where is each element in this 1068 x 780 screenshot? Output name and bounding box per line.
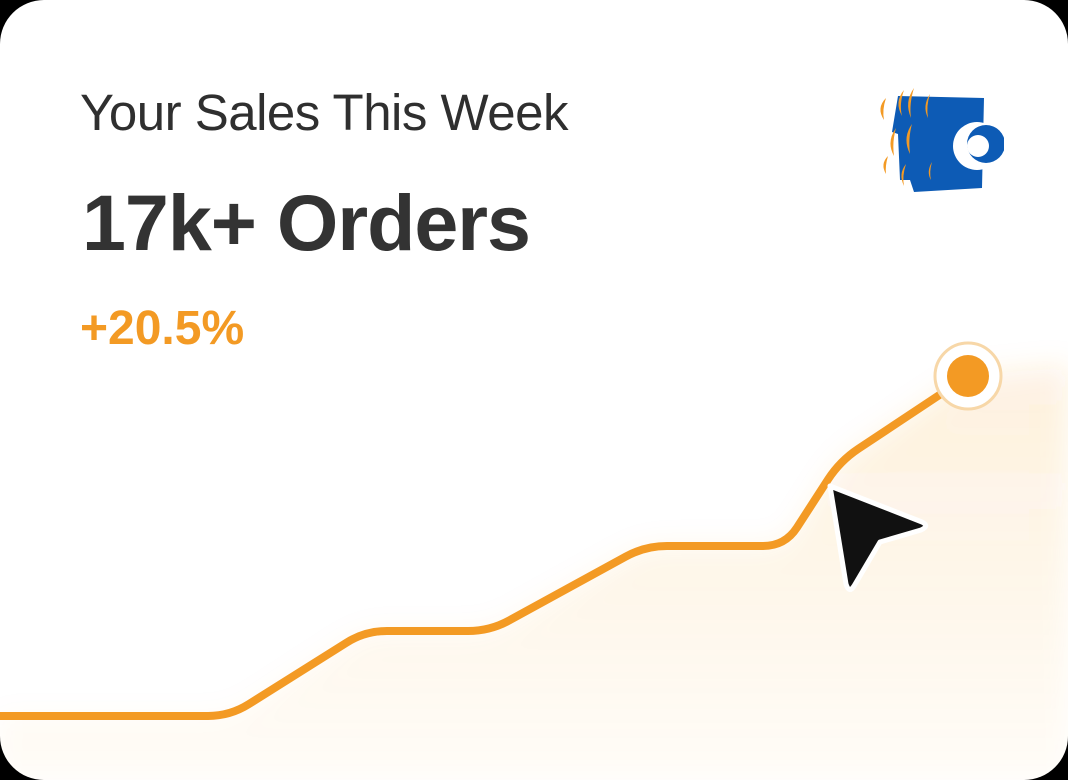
chart-endpoint-layer [933, 341, 1003, 411]
orders-count: 17k+ Orders [82, 178, 531, 267]
logo-blue-shape [892, 96, 984, 192]
chart-area-fill [0, 366, 1068, 780]
logo-crescents [880, 88, 932, 186]
crescent-moons-logo-icon [880, 88, 1004, 192]
chart-line-layer [0, 372, 972, 720]
logo-inner-white [967, 135, 989, 157]
sales-trend-line [0, 372, 972, 720]
mouse-pointer-icon [827, 483, 929, 592]
chart-area [0, 366, 1068, 780]
card-title: Your Sales This Week [80, 84, 569, 141]
pointer-arrow [827, 483, 929, 592]
endpoint-dot [947, 355, 989, 397]
growth-percentage: +20.5% [80, 302, 245, 355]
